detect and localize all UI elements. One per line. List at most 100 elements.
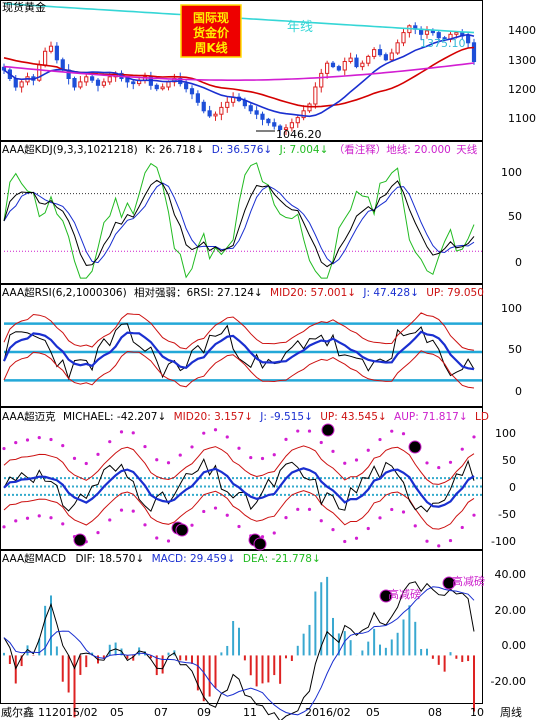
michael-aup-dot	[14, 441, 18, 445]
kdj-header: AAA超KDJ(9,3,3,1021218) K: 26.718↓ D: 36.…	[2, 143, 478, 156]
kdj-panel: AAA超KDJ(9,3,3,1021218) K: 26.718↓ D: 36.…	[2, 143, 522, 279]
kdj-j-line	[3, 162, 475, 279]
michael-aup-dot	[319, 440, 323, 445]
michael-low-band	[3, 490, 475, 530]
rsi-tick-50: 50	[508, 343, 522, 356]
michael-aup-dot	[25, 438, 30, 442]
michael-ald-dot	[25, 516, 30, 520]
candle-body	[95, 79, 101, 86]
michael-up: UP: 43.545↓	[320, 411, 386, 423]
candle-body	[319, 72, 324, 88]
michael-ald-dot	[166, 539, 171, 543]
rsi-6-line	[3, 323, 475, 381]
x-label-11b: 11	[243, 706, 257, 719]
candle-body	[13, 78, 18, 88]
michael-ald-dot	[190, 523, 194, 527]
candle-body	[201, 101, 206, 112]
michael-ald-dot	[437, 544, 441, 548]
macd-dea: DEA: -21.778↓	[243, 553, 321, 565]
ma-magenta-line	[3, 62, 475, 81]
kdj-k-value: K: 26.718↓	[145, 144, 204, 156]
rsi-mid20: MID20: 57.001↓	[270, 287, 356, 299]
michael-ald-dot	[2, 525, 6, 529]
x-label-09: 09	[197, 706, 211, 719]
macd-annotation-2: 高减磅	[452, 574, 485, 588]
michael-aup-dot	[237, 446, 241, 450]
michael-aup-dot	[366, 448, 370, 452]
michael-tick-100: 100	[495, 427, 516, 440]
candle-body	[372, 49, 377, 57]
michael-lines	[2, 423, 482, 551]
kdj-title: AAA超KDJ(9,3,3,1021218)	[2, 143, 138, 156]
michael-ald-dot	[448, 538, 453, 543]
michael-ald-dot	[354, 536, 359, 540]
michael-aup-dot	[448, 460, 453, 464]
michael-ald-dot	[260, 535, 265, 539]
rsi-tick-0: 0	[515, 385, 522, 398]
x-label-2016-02: 2016/02	[305, 706, 351, 719]
michael-ald-dot	[155, 536, 159, 540]
michael-ald-dot	[225, 513, 229, 517]
macd-dif-line	[3, 581, 475, 722]
candle-body	[348, 57, 353, 62]
michael-j-line	[3, 467, 475, 508]
candle-body	[383, 54, 388, 61]
michael-tick-neg100: -100	[491, 535, 516, 548]
candle-body	[90, 76, 95, 81]
michael-ald-dot	[61, 522, 65, 526]
michael-aup-dot	[225, 435, 229, 439]
candle-body	[430, 30, 435, 34]
kdj-tick-0: 0	[515, 256, 522, 269]
michael-up-band	[3, 445, 475, 485]
candle-body	[101, 81, 106, 86]
michael-ald-dot	[37, 514, 41, 518]
kdj-note: （看注释）地线: 20.000	[334, 143, 451, 156]
candle-body	[48, 45, 54, 52]
rsi-title: AAA超RSI(6,2,1000306)	[2, 286, 127, 299]
candle-body	[131, 81, 136, 85]
price-tick-1400: 1400	[508, 24, 536, 37]
candle-body	[219, 106, 224, 115]
michael-aup-dot	[378, 437, 382, 442]
candle-body	[107, 76, 112, 83]
michael-aup-dot	[108, 440, 112, 444]
michael-ald-dot	[96, 530, 100, 535]
candle-body	[360, 62, 365, 68]
badge-line-2: 货金价	[193, 25, 230, 40]
candle-body	[295, 117, 300, 124]
michael-aup-dot	[213, 428, 218, 432]
candle-body	[260, 113, 265, 120]
michael-value: MICHAEL: -42.207↓	[63, 411, 166, 423]
candle-body	[436, 32, 441, 39]
macd-lines	[3, 576, 475, 722]
x-label-11: 11	[38, 706, 52, 719]
kdj-tick-50: 50	[508, 210, 522, 223]
michael-aup-dot	[425, 461, 429, 465]
low-price-label: 1046.20	[276, 128, 322, 141]
michael-aup-dot	[401, 432, 406, 436]
rsi-panel: AAA超RSI(6,2,1000306) 相对强弱：6RSI: 27.124↓ …	[2, 286, 522, 398]
michael-tick-0: 0	[509, 481, 516, 494]
price-panel: 现货黄金 国际现 货金价 周K线 年线 1375.10 1046.20 1400…	[1, 0, 536, 141]
candle-body	[466, 35, 471, 44]
michael-aup-dot	[296, 429, 300, 433]
michael-aup-dot	[390, 429, 394, 433]
kdj-tick-100: 100	[501, 166, 522, 179]
michael-ald-dot	[343, 539, 347, 544]
smiley-marker	[175, 523, 189, 537]
candle-body	[78, 81, 83, 88]
michael-aup-dot	[307, 429, 312, 433]
michael-aup-dot	[178, 453, 182, 457]
candle-body	[207, 110, 212, 117]
macd-panel: AAA超MACD DIF: 18.570↓ MACD: 29.459↓ DEA:…	[2, 552, 526, 722]
michael-ald-dot	[296, 507, 300, 511]
michael-ald-dot	[390, 507, 394, 512]
smiley-marker	[408, 440, 422, 454]
michael-aup-dot	[84, 461, 88, 466]
candle-body	[401, 32, 406, 44]
michael-title: AAA超迈克	[2, 410, 56, 423]
candle-body	[395, 42, 400, 54]
michael-ald-dot	[49, 516, 53, 520]
candle-body	[289, 122, 294, 129]
